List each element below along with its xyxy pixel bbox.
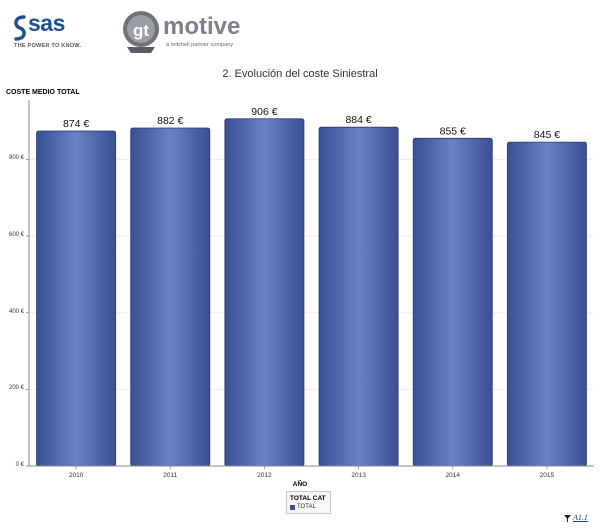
x-tick-label: 2014	[446, 472, 461, 479]
bar-value-label: 882 €	[157, 115, 183, 127]
gt-tagline: a mitchell partner company	[166, 42, 234, 48]
bars	[36, 118, 587, 467]
gt-wordmark: motive	[163, 13, 241, 40]
x-tick-label: 2015	[540, 472, 555, 479]
bar-value-label: 906 €	[251, 106, 277, 118]
bar-value-label: 874 €	[63, 118, 89, 130]
y-tick-label: 200 €	[8, 385, 24, 392]
bar-value-label: 845 €	[534, 129, 560, 141]
sas-tagline: THE POWER TO KNOW.	[14, 43, 82, 49]
y-tick-label: 800 €	[8, 155, 24, 162]
bar-2013[interactable]	[318, 126, 399, 467]
bar-value-label: 855 €	[440, 125, 466, 137]
axes: 2010 2011 2012 2013 2014 2015	[28, 100, 594, 479]
y-tick-label: 400 €	[8, 308, 24, 315]
bar-value-label: 884 €	[345, 114, 371, 126]
x-tick-label: 2010	[69, 472, 84, 479]
x-axis-title: AÑO	[292, 481, 308, 488]
sas-wordmark: sas	[28, 10, 65, 36]
y-axis-title: COSTE MEDIO TOTAL	[6, 89, 80, 96]
gt-motive-logo: gt motive a mitchell partner company	[121, 9, 246, 54]
bar-2015[interactable]	[506, 141, 587, 467]
chart-title: 2. Evolución del coste Siniestral	[222, 68, 378, 80]
y-tick-label: 600 €	[8, 232, 24, 239]
legend-label: TOTAL	[297, 504, 316, 510]
legend-swatch	[290, 505, 295, 510]
bar-2012[interactable]	[224, 118, 305, 467]
page-reference-link[interactable]: A1.1	[573, 513, 588, 522]
bar-2010[interactable]	[36, 130, 117, 467]
data-labels: 874 € 882 € 906 € 884 € 855 € 845 €	[63, 106, 560, 141]
y-tick-label: 0 €	[15, 462, 24, 468]
gt-badge-icon: gt	[123, 11, 159, 53]
legend: TOTAL CAT TOTAL	[286, 491, 331, 514]
x-tick-label: 2011	[163, 472, 177, 479]
filter-icon[interactable]	[564, 515, 571, 522]
bar-2011[interactable]	[130, 127, 211, 467]
sas-swirl-icon	[14, 15, 26, 41]
bar-2014[interactable]	[412, 137, 493, 467]
legend-title: TOTAL CAT	[290, 495, 326, 502]
sas-logo: sas THE POWER TO KNOW.	[12, 10, 94, 56]
x-tick-label: 2013	[351, 472, 366, 479]
x-tick-label: 2012	[257, 472, 272, 479]
gt-badge-text: gt	[133, 21, 149, 40]
